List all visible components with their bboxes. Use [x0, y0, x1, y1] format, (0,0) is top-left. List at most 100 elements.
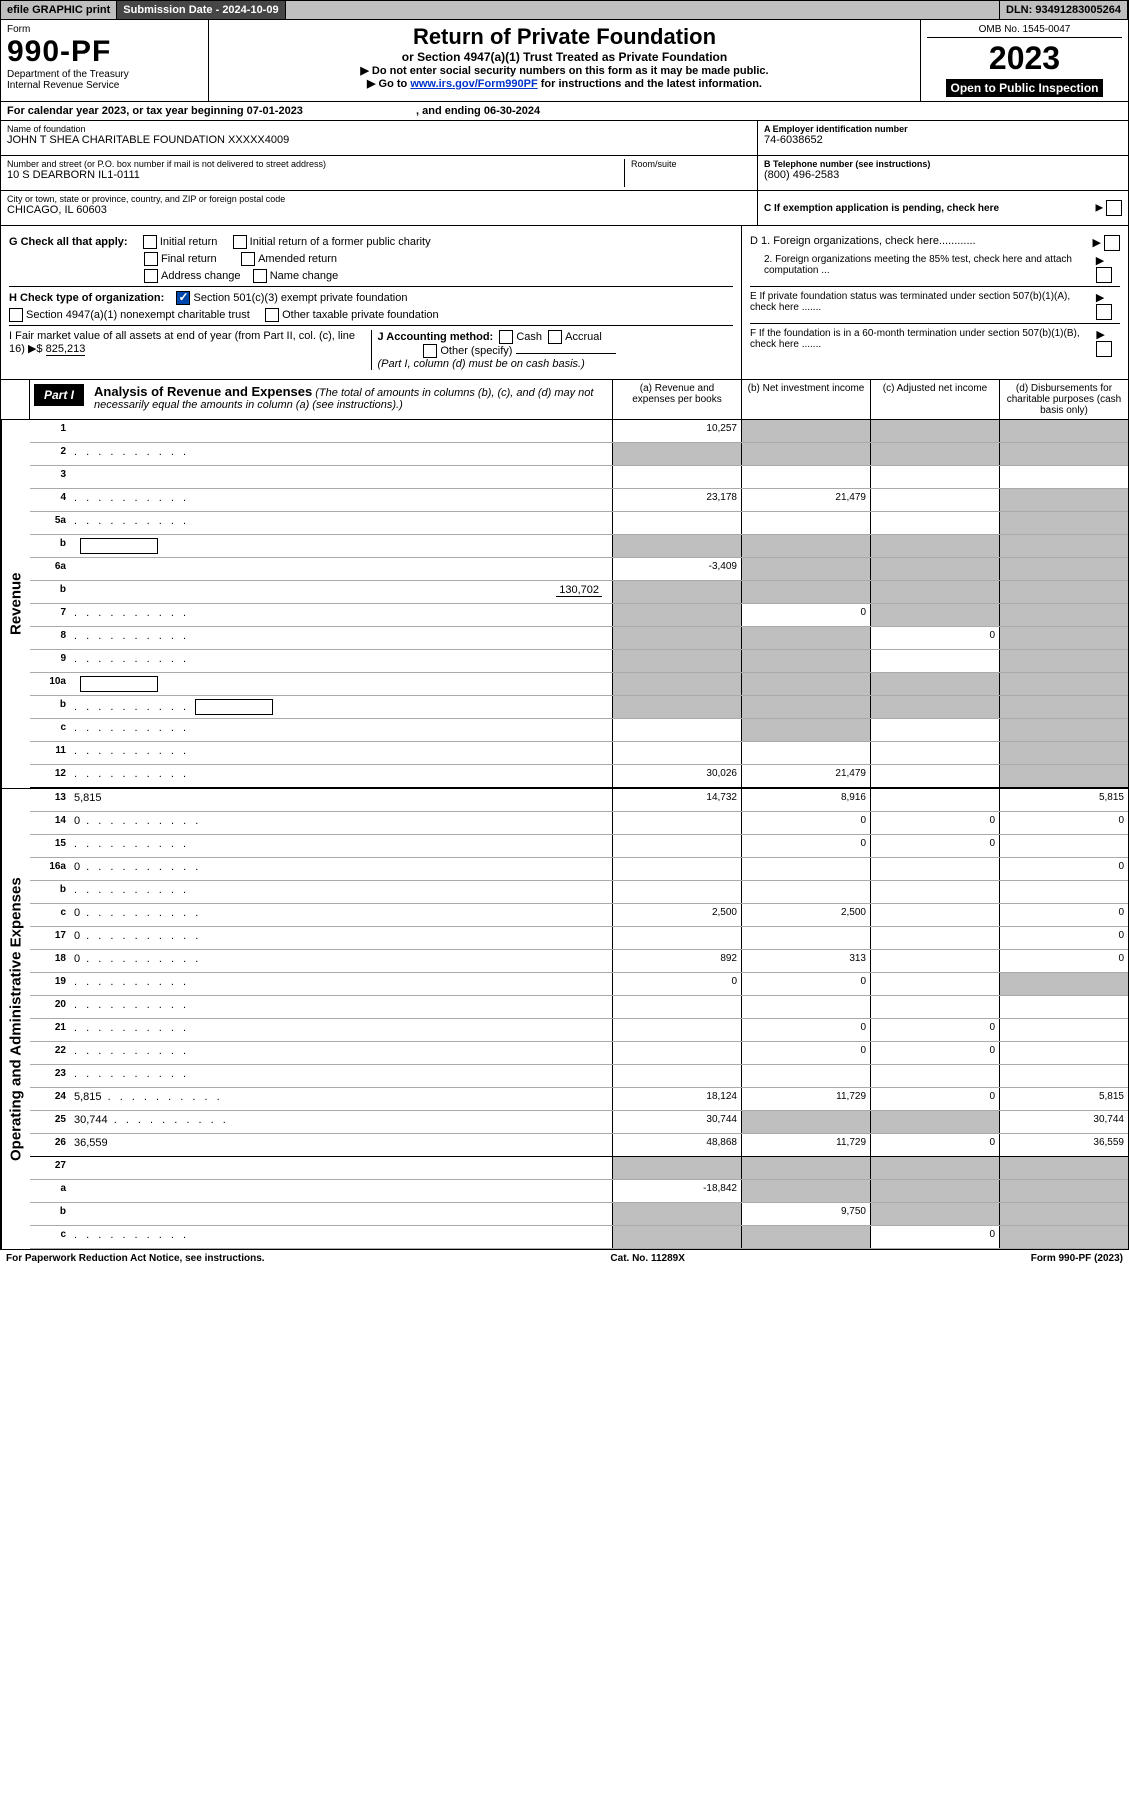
- line-desc: [72, 742, 612, 764]
- line-val-c: [870, 604, 999, 626]
- g3: Final return: [161, 253, 217, 265]
- line-c: c02,5002,5000: [30, 904, 1128, 927]
- line-val-a: [612, 696, 741, 718]
- line-val-d: [999, 742, 1128, 764]
- line-val-b: 0: [741, 835, 870, 857]
- line-desc: 5,815: [72, 1088, 612, 1110]
- line-num: 2: [30, 443, 72, 465]
- g-initial-return-checkbox[interactable]: [143, 235, 157, 249]
- line-val-b: 11,729: [741, 1134, 870, 1156]
- line-val-b: [741, 1180, 870, 1202]
- line-num: 26: [30, 1134, 72, 1156]
- irs-link[interactable]: www.irs.gov/Form990PF: [410, 78, 537, 90]
- line-val-d: [999, 996, 1128, 1018]
- street-cell: Number and street (or P.O. box number if…: [1, 156, 757, 191]
- h2: Section 4947(a)(1) nonexempt charitable …: [26, 309, 250, 321]
- line-val-c: [870, 558, 999, 580]
- open-to-public: Open to Public Inspection: [946, 79, 1102, 97]
- g-row-3: Address change Name change: [9, 269, 733, 283]
- line-val-c: [870, 581, 999, 603]
- part-left-spacer: [1, 380, 30, 419]
- j-accrual-checkbox[interactable]: [548, 330, 562, 344]
- line-val-d: [999, 489, 1128, 511]
- line-val-c: 0: [870, 1134, 999, 1156]
- g-final-return-checkbox[interactable]: [144, 252, 158, 266]
- line-val-c: [870, 881, 999, 903]
- line-num: 11: [30, 742, 72, 764]
- h-other-taxable-checkbox[interactable]: [265, 308, 279, 322]
- line-desc: 130,702: [72, 581, 612, 603]
- d2-label: 2. Foreign organizations meeting the 85%…: [764, 254, 1096, 283]
- footer-mid: Cat. No. 11289X: [610, 1253, 684, 1264]
- line-val-a: [612, 535, 741, 557]
- line-num: 21: [30, 1019, 72, 1041]
- line-4: 423,17821,479: [30, 489, 1128, 512]
- form-subtitle: or Section 4947(a)(1) Trust Treated as P…: [215, 50, 914, 64]
- d2-row: 2. Foreign organizations meeting the 85%…: [750, 254, 1120, 283]
- g-name-change-checkbox[interactable]: [253, 269, 267, 283]
- line-num: 24: [30, 1088, 72, 1110]
- line-16a: 16a00: [30, 858, 1128, 881]
- line-val-d: [999, 1042, 1128, 1064]
- h-4947-checkbox[interactable]: [9, 308, 23, 322]
- d1-checkbox[interactable]: [1104, 235, 1120, 251]
- exemption-pending-cell: C If exemption application is pending, c…: [758, 191, 1128, 226]
- top-meta-bar: efile GRAPHIC print Submission Date - 20…: [0, 0, 1129, 20]
- ein-label: A Employer identification number: [764, 124, 1122, 134]
- ij-row: I Fair market value of all assets at end…: [9, 325, 733, 370]
- c-checkbox[interactable]: [1106, 200, 1122, 216]
- omb-number: OMB No. 1545-0047: [927, 24, 1122, 38]
- line-val-d: [999, 466, 1128, 488]
- d1-arrow: ▶: [1092, 235, 1120, 251]
- d2-checkbox[interactable]: [1096, 267, 1112, 283]
- line-val-b: [741, 673, 870, 695]
- i-val: 825,213: [46, 343, 86, 356]
- line-val-c: 0: [870, 1042, 999, 1064]
- line-val-b: [741, 996, 870, 1018]
- j-other-checkbox[interactable]: [423, 344, 437, 358]
- line-13: 135,81514,7328,9165,815: [30, 789, 1128, 812]
- g-amended-checkbox[interactable]: [241, 252, 255, 266]
- line-num: b: [30, 1203, 72, 1225]
- col-a-header: (a) Revenue and expenses per books: [612, 380, 741, 419]
- efile-print-label[interactable]: efile GRAPHIC print: [1, 1, 117, 19]
- line-num: b: [30, 696, 72, 718]
- line-val-a: [612, 835, 741, 857]
- j-cash-checkbox[interactable]: [499, 330, 513, 344]
- line-desc: [72, 420, 612, 442]
- street-val: 10 S DEARBORN IL1-0111: [7, 169, 624, 181]
- line-20: 20: [30, 996, 1128, 1019]
- line-val-a: [612, 1203, 741, 1225]
- h1: Section 501(c)(3) exempt private foundat…: [193, 292, 407, 304]
- cal-mid: , and ending: [416, 105, 484, 117]
- checks-block: G Check all that apply: Initial return I…: [0, 226, 1129, 380]
- g-address-change-checkbox[interactable]: [144, 269, 158, 283]
- line-desc: [72, 996, 612, 1018]
- line-val-a: 30,744: [612, 1111, 741, 1133]
- form-header: Form 990-PF Department of the Treasury I…: [0, 20, 1129, 102]
- line-val-b: 21,479: [741, 489, 870, 511]
- g-initial-former-checkbox[interactable]: [233, 235, 247, 249]
- line-num: 3: [30, 466, 72, 488]
- line-desc: [72, 443, 612, 465]
- line-val-b: [741, 512, 870, 534]
- e-checkbox[interactable]: [1096, 304, 1112, 320]
- line-val-b: [741, 466, 870, 488]
- line-val-c: [870, 673, 999, 695]
- f-checkbox[interactable]: [1096, 341, 1112, 357]
- line-val-b: [741, 650, 870, 672]
- city-val: CHICAGO, IL 60603: [7, 204, 751, 216]
- identification-block: Name of foundation JOHN T SHEA CHARITABL…: [0, 121, 1129, 226]
- line-val-a: [612, 927, 741, 949]
- line-val-a: [612, 627, 741, 649]
- h-501c3-checkbox[interactable]: [176, 291, 190, 305]
- cal-begin: 07-01-2023: [247, 105, 303, 117]
- line-num: 9: [30, 650, 72, 672]
- line-val-b: 0: [741, 812, 870, 834]
- h-row-2: Section 4947(a)(1) nonexempt charitable …: [9, 308, 733, 322]
- line-num: a: [30, 1180, 72, 1202]
- line-val-a: [612, 581, 741, 603]
- line-desc: [72, 1157, 612, 1179]
- line-val-d: [999, 535, 1128, 557]
- cal-pre: For calendar year 2023, or tax year begi…: [7, 105, 247, 117]
